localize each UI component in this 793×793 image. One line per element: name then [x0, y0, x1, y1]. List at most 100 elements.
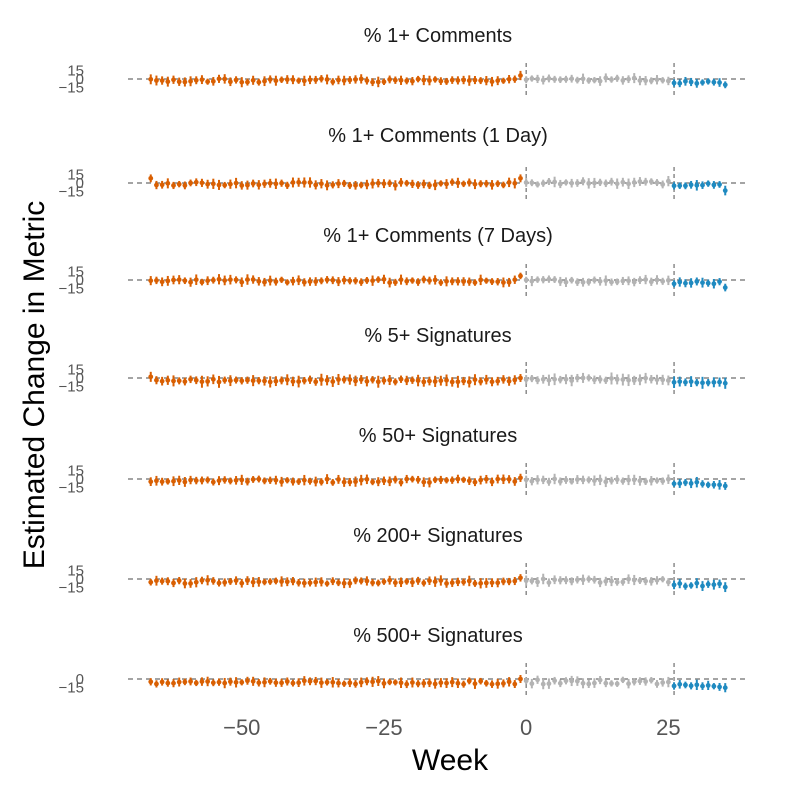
- estimate-point: [307, 77, 313, 83]
- estimate-point: [336, 279, 341, 284]
- estimate-point: [154, 681, 159, 687]
- estimate-point: [353, 378, 358, 384]
- estimate-point: [620, 78, 626, 83]
- estimate-point: [660, 182, 666, 187]
- estimate-point: [432, 681, 438, 687]
- estimate-point: [466, 578, 472, 584]
- estimate-point: [489, 681, 495, 687]
- estimate-point: [381, 79, 387, 85]
- estimate-point: [273, 181, 279, 187]
- estimate-point: [665, 476, 671, 482]
- estimate-point: [358, 477, 364, 483]
- estimate-point: [182, 580, 188, 586]
- estimate-point: [227, 181, 233, 187]
- estimate-point: [648, 78, 654, 84]
- estimate-point: [353, 77, 358, 82]
- estimate-point: [535, 579, 540, 585]
- estimate-point: [449, 77, 455, 83]
- estimate-point: [478, 378, 484, 384]
- estimate-point: [546, 681, 552, 687]
- estimate-point: [279, 77, 284, 83]
- estimate-point: [364, 476, 370, 482]
- estimate-point: [489, 379, 495, 385]
- estimate-point: [216, 679, 222, 685]
- estimate-point: [620, 478, 626, 484]
- estimate-point: [603, 377, 609, 383]
- estimate-point: [472, 479, 478, 485]
- estimate-point: [597, 78, 603, 84]
- estimate-point: [154, 578, 159, 584]
- estimate-point: [501, 182, 506, 188]
- estimate-point: [381, 378, 387, 383]
- estimate-point: [370, 679, 375, 685]
- estimate-point: [245, 182, 250, 188]
- estimate-point: [671, 281, 677, 287]
- estimate-point: [159, 279, 165, 285]
- estimate-point: [421, 77, 427, 83]
- estimate-point: [688, 480, 694, 486]
- estimate-point: [688, 683, 694, 689]
- estimate-point: [717, 379, 722, 385]
- estimate-point: [176, 578, 182, 584]
- estimate-point: [466, 678, 472, 684]
- estimate-point: [512, 377, 518, 383]
- estimate-point: [267, 678, 273, 684]
- estimate-point: [182, 479, 188, 485]
- estimate-point: [398, 680, 404, 686]
- estimate-point: [478, 277, 484, 283]
- estimate-point: [353, 182, 358, 188]
- estimate-point: [165, 578, 171, 584]
- estimate-point: [171, 183, 176, 188]
- estimate-point: [523, 277, 529, 283]
- estimate-point: [722, 82, 728, 88]
- estimate-point: [398, 376, 404, 382]
- estimate-point: [540, 477, 546, 483]
- estimate-point: [415, 477, 421, 483]
- estimate-point: [347, 183, 353, 188]
- estimate-point: [609, 77, 614, 82]
- estimate-point: [341, 181, 347, 186]
- estimate-point: [404, 378, 410, 383]
- estimate-point: [313, 579, 319, 585]
- estimate-point: [381, 579, 387, 585]
- estimate-point: [700, 280, 705, 286]
- estimate-point: [444, 79, 449, 84]
- estimate-point: [330, 578, 336, 584]
- estimate-point: [279, 378, 284, 383]
- estimate-point: [324, 77, 330, 82]
- estimate-point: [171, 680, 176, 686]
- estimate-point: [705, 682, 711, 688]
- estimate-point: [483, 377, 489, 383]
- estimate-point: [654, 377, 660, 383]
- estimate-point: [711, 379, 717, 385]
- estimate-point: [631, 279, 637, 285]
- estimate-point: [512, 76, 518, 82]
- panel-1: % 1+ Comments 150−15: [59, 25, 748, 97]
- estimate-point: [222, 680, 228, 686]
- estimate-point: [586, 681, 592, 687]
- estimate-point: [603, 180, 609, 186]
- estimate-point: [336, 377, 341, 382]
- estimate-point: [296, 78, 302, 84]
- estimate-point: [273, 477, 279, 483]
- estimate-point: [665, 579, 671, 585]
- estimate-point: [466, 279, 472, 285]
- estimate-point: [432, 477, 438, 483]
- estimate-point: [495, 681, 501, 687]
- estimate-point: [318, 479, 324, 485]
- estimate-point: [722, 380, 728, 386]
- estimate-point: [586, 180, 592, 186]
- estimate-point: [626, 477, 631, 483]
- estimate-point: [324, 476, 330, 482]
- estimate-point: [267, 579, 273, 584]
- estimate-point: [421, 379, 427, 385]
- estimate-point: [478, 181, 484, 187]
- estimate-point: [370, 377, 375, 383]
- estimate-point: [478, 477, 484, 483]
- estimate-point: [279, 180, 284, 186]
- estimate-point: [227, 679, 233, 685]
- estimate-point: [336, 77, 341, 83]
- estimate-point: [711, 182, 717, 188]
- estimate-point: [694, 479, 700, 485]
- estimate-point: [341, 277, 347, 283]
